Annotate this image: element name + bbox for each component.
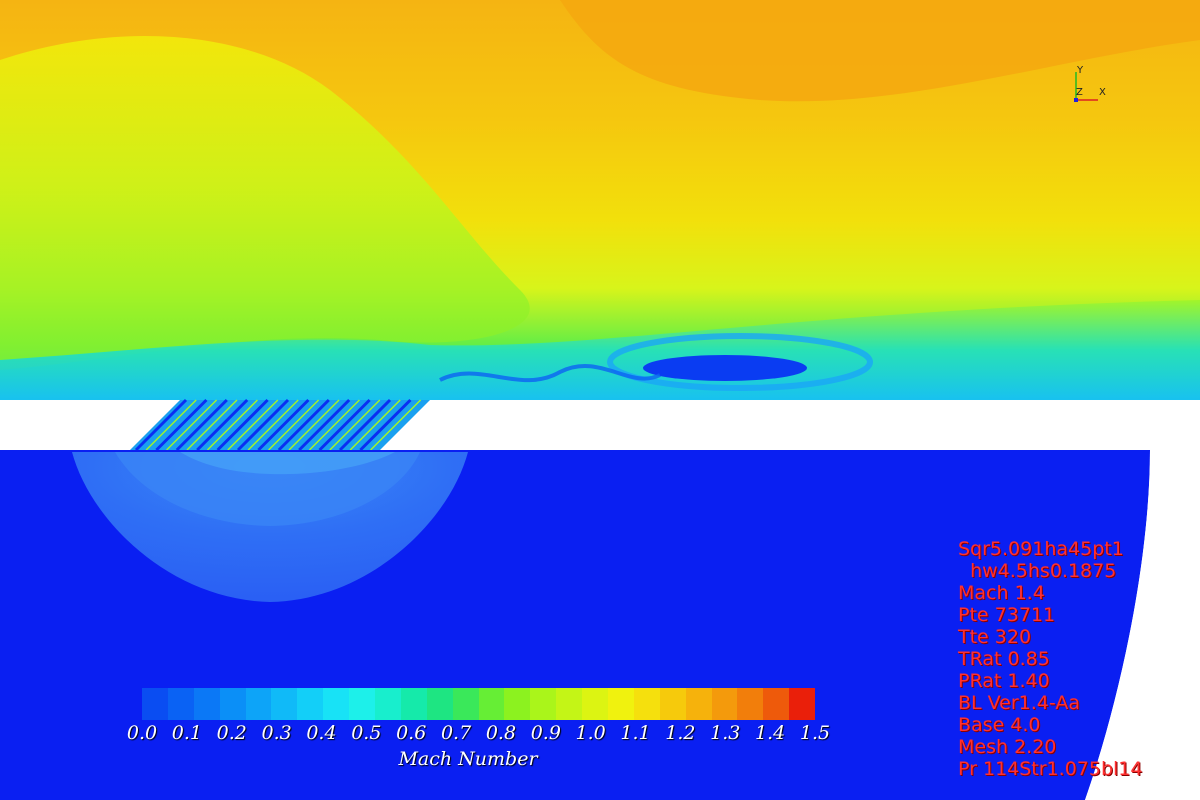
colorbar-swatch — [711, 688, 738, 720]
colorbar-tick-label: 0.4 — [306, 722, 337, 744]
slot-channel-line — [268, 399, 320, 451]
z-axis-label: Z — [1076, 87, 1083, 98]
colorbar-title: Mach Number — [398, 748, 538, 770]
colorbar-tick-label: 0.5 — [351, 722, 382, 744]
colorbar-swatch — [763, 688, 790, 720]
colorbar-tick-label: 1.1 — [620, 722, 651, 744]
slot-channel-line — [155, 398, 208, 452]
colorbar-swatch — [426, 688, 453, 720]
colorbar-tick-label: 0.9 — [530, 722, 561, 744]
plenum-jet-inner — [115, 452, 420, 526]
run-info-line: TRat 0.85 — [958, 648, 1050, 670]
slot-channel-line — [298, 398, 351, 452]
run-info-line: Pte 73711 — [958, 604, 1056, 626]
colorbar-swatch — [297, 688, 324, 720]
high-mach-band — [560, 0, 1200, 102]
slot-channel-line — [329, 399, 381, 451]
slot-channel-line — [338, 398, 392, 452]
axes-icon — [1074, 72, 1098, 102]
colorbar-gradient — [142, 688, 816, 720]
colorbar-tick-label: 0.1 — [171, 722, 202, 744]
x-axis-label: X — [1099, 87, 1106, 98]
colorbar-swatch — [245, 688, 272, 720]
colorbar-swatch — [400, 688, 427, 720]
colorbar-swatch — [659, 688, 686, 720]
run-info-line: Sqr5.091ha45pt1 — [958, 538, 1124, 560]
colorbar-swatch — [323, 688, 350, 720]
slot-channel-line — [186, 399, 238, 451]
run-info-line: Mach 1.4 — [958, 582, 1045, 604]
colorbar-swatch — [556, 688, 583, 720]
run-info-line: PRat 1.40 — [958, 670, 1050, 692]
axes-triad: Y Z X — [1068, 64, 1112, 108]
slot-channel-line — [227, 399, 279, 451]
slot-channel-line — [206, 399, 258, 451]
colorbar-swatch — [142, 688, 168, 720]
slot-channel-line — [134, 398, 188, 452]
plenum-jet-core — [180, 452, 395, 475]
colorbar-tick-label: 0.6 — [396, 722, 427, 744]
run-info-line: Mesh 2.20 — [958, 736, 1057, 758]
colorbar-swatch — [271, 688, 298, 720]
colorbar-swatch — [478, 688, 505, 720]
slot-channel-line — [257, 398, 310, 452]
colorbar-swatch — [685, 688, 712, 720]
recirculation-bubble — [643, 355, 807, 381]
colorbar-swatch — [349, 688, 376, 720]
run-info-line: Tte 320 — [958, 626, 1032, 648]
compression-bulge — [0, 36, 530, 370]
colorbar-swatch — [530, 688, 557, 720]
colorbar-tick-label: 0.2 — [216, 722, 247, 744]
shear-layer — [0, 300, 1200, 400]
run-info-line: BL Ver1.4-Aa — [958, 692, 1080, 714]
colorbar-tick-label: 1.3 — [710, 722, 741, 744]
colorbar-tick-label: 0.0 — [126, 722, 158, 744]
colorbar-swatch — [633, 688, 660, 720]
slot-channel-line — [370, 399, 422, 451]
run-info-line: Base 4.0 — [958, 714, 1041, 736]
slot-channel-line — [318, 398, 371, 452]
colorbar-tick-label: 1.2 — [665, 722, 696, 744]
y-axis-label: Y — [1077, 65, 1084, 76]
colorbar-tick-label: 1.4 — [755, 722, 786, 744]
run-info-annotation: Sqr5.091ha45pt1 hw4.5hs0.1875 Mach 1.4 Pte… — [958, 538, 1178, 780]
colorbar-swatch — [789, 688, 816, 720]
slot-channel-line — [175, 398, 228, 452]
colorbar-tick-label: 0.7 — [440, 722, 472, 744]
slot-channel-line — [196, 398, 249, 452]
colorbar-swatch — [608, 688, 634, 720]
colorbar-ticks: 0.0 0.1 0.2 0.3 0.4 0.5 0.6 0.7 0.8 0.9 1.0 1.1 1.2 1… — [110, 722, 870, 744]
slot-channel-line — [216, 398, 269, 452]
colorbar-swatch — [375, 688, 401, 720]
slot-channel-line — [166, 399, 218, 451]
slot-channel-line — [145, 399, 197, 451]
colorbar-swatch — [219, 688, 246, 720]
slot-channel-line — [247, 399, 299, 451]
colorbar-legend: 0.0 0.1 0.2 0.3 0.4 0.5 0.6 0.7 0.8 0.9 1.0 1.1 1.2 1… — [110, 686, 870, 786]
colorbar-swatch — [582, 688, 609, 720]
run-info-line: hw4.5hs0.1875 — [958, 560, 1117, 582]
slot-channel-line — [349, 399, 401, 451]
colorbar-swatch — [504, 688, 531, 720]
run-info-line: Pr 114Str1.075bl14 — [958, 758, 1143, 780]
colorbar-tick-label: 1.0 — [575, 722, 606, 744]
colorbar-swatch — [737, 688, 764, 720]
slot-channel-line — [288, 399, 340, 451]
vortex-wake — [439, 364, 661, 383]
slot-channels — [134, 398, 422, 452]
slot-channel-line — [359, 398, 412, 452]
recirculation-halo — [607, 333, 873, 391]
colorbar-tick-label: 0.3 — [261, 722, 292, 744]
slot-channel-line — [277, 398, 330, 452]
colorbar-swatch — [193, 688, 220, 720]
colorbar-swatch — [452, 688, 479, 720]
outer-boundary — [1085, 450, 1200, 800]
colorbar-tick-label: 1.5 — [799, 722, 831, 744]
slot-channel-line — [236, 398, 290, 452]
slot-channel-line — [308, 399, 360, 451]
colorbar-swatch — [167, 688, 194, 720]
colorbar-tick-label: 0.8 — [485, 722, 517, 744]
